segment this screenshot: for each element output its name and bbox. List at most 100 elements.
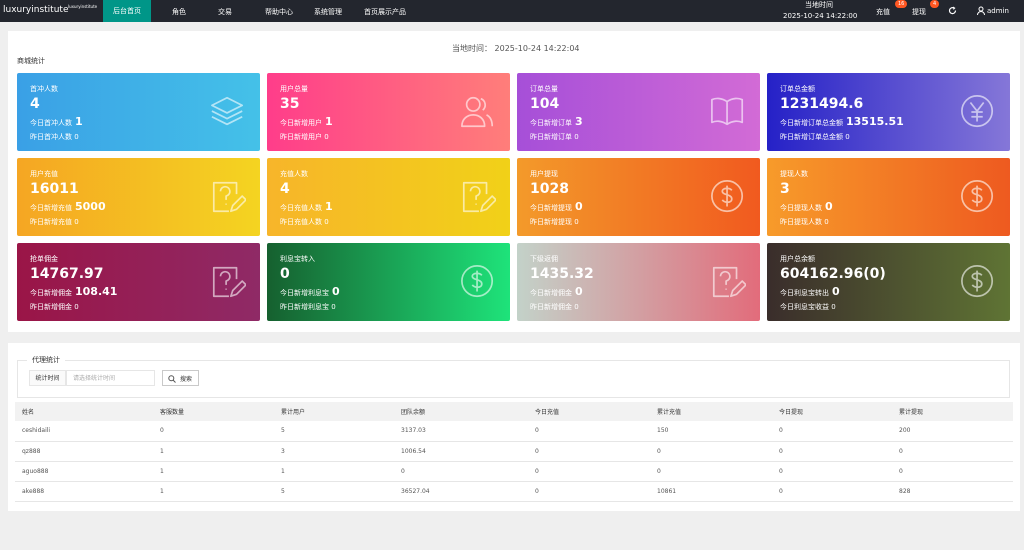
stat-card: 利息宝转入 0 今日新增利息宝 0 昨日新增利息宝 0 (267, 243, 510, 321)
column-header: 姓名 (15, 402, 153, 421)
card-value: 4 (280, 181, 290, 197)
table-cell: 1 (153, 441, 274, 462)
card-today: 今日提现人数 0 (780, 200, 833, 213)
card-value: 104 (530, 96, 560, 112)
stat-card: 首冲人数 4 今日首冲人数 1 昨日首冲人数 0 (17, 73, 260, 151)
card-icon (211, 96, 244, 126)
search-label: 搜索 (180, 376, 193, 383)
card-today: 今日新增用户 1 (280, 115, 333, 128)
filter-box (17, 360, 1010, 398)
stat-card: 用户总量 35 今日新增用户 1 昨日新增用户 0 (267, 73, 510, 151)
nav-item[interactable]: 系统管理 (314, 8, 342, 16)
table-cell: qz888 (15, 441, 153, 462)
stat-card: 下级返佣 1435.32 今日新增佣金 0 昨日新增佣金 0 (517, 243, 760, 321)
card-today-label: 今日新增充值 (30, 204, 72, 212)
column-header: 累计用户 (274, 402, 394, 421)
table-cell: 0 (772, 421, 892, 442)
time-value: 2025-10-24 14:22:00 (783, 12, 858, 20)
card-today-label: 今日新增佣金 (530, 289, 572, 297)
card-today: 今日新增充值 5000 (30, 200, 106, 213)
table-cell: aguo888 (15, 461, 153, 482)
card-today-value: 108.41 (75, 285, 118, 298)
card-today: 今日新增订单总金额 13515.51 (780, 115, 904, 128)
card-today: 今日首冲人数 1 (30, 115, 83, 128)
card-icon (461, 265, 494, 298)
card-yesterday: 昨日新增充值 0 (30, 218, 79, 226)
table-cell: 0 (528, 481, 650, 502)
brand-small: luxuryinstitute (68, 4, 98, 9)
card-title: 用户总量 (280, 85, 308, 93)
table-cell: 1 (153, 481, 274, 502)
card-yesterday: 昨日新增订单总金额 0 (780, 133, 850, 141)
nav-item[interactable]: 角色 (172, 8, 186, 16)
table-cell: 1006.54 (394, 441, 528, 462)
table-cell: 10861 (650, 481, 772, 502)
card-icon (961, 265, 994, 298)
card-title: 抢单佣金 (30, 255, 58, 263)
card-title: 提现人数 (780, 170, 808, 178)
stat-card: 用户充值 16011 今日新增充值 5000 昨日新增充值 0 (17, 158, 260, 236)
card-yesterday: 昨日充值人数 0 (280, 218, 329, 226)
date-input[interactable]: 请选择统计时间 (66, 370, 155, 386)
column-header: 客服数量 (153, 402, 274, 421)
card-today-label: 今日新增提现 (530, 204, 572, 212)
card-yesterday: 昨日新增佣金 0 (530, 303, 579, 311)
refresh-icon[interactable] (948, 6, 957, 15)
table-cell: 0 (772, 461, 892, 482)
stat-card: 抢单佣金 14767.97 今日新增佣金 108.41 昨日新增佣金 0 (17, 243, 260, 321)
table-cell: 0 (528, 421, 650, 442)
card-today: 今日新增利息宝 0 (280, 285, 340, 298)
local-time: 当地时间： 2025-10-24 14:22:04 (452, 44, 580, 53)
card-value: 16011 (30, 181, 79, 197)
table-row: ake888 1 5 36527.04 0 10861 0 828 (15, 481, 1013, 502)
table-cell: ake888 (15, 481, 153, 502)
time-label: 当地时间 (805, 1, 833, 9)
user-icon (977, 6, 985, 15)
card-title: 订单总金额 (780, 85, 815, 93)
card-today: 今日新增提现 0 (530, 200, 583, 213)
card-yesterday: 昨日新增提现 0 (530, 218, 579, 226)
search-button[interactable]: 搜索 (162, 370, 199, 386)
card-title: 用户提现 (530, 170, 558, 178)
card-yesterday: 昨日新增用户 0 (280, 133, 329, 141)
table-cell: 1 (153, 461, 274, 482)
nav-item[interactable]: 后台首页 (103, 0, 151, 22)
search-icon (168, 375, 176, 383)
table-cell: 150 (650, 421, 772, 442)
nav-item[interactable]: 首页展示产品 (364, 8, 406, 16)
column-header: 累计提现 (892, 402, 1013, 421)
card-yesterday: 昨日新增利息宝 0 (280, 303, 336, 311)
card-title: 用户充值 (30, 170, 58, 178)
card-title: 订单总量 (530, 85, 558, 93)
card-value: 604162.96(0) (780, 266, 886, 282)
column-header: 今日充值 (528, 402, 650, 421)
table-cell: 0 (892, 441, 1013, 462)
card-title: 下级返佣 (530, 255, 558, 263)
card-icon (961, 180, 994, 213)
card-today-label: 今日新增用户 (280, 119, 322, 127)
agent-table: 姓名 客服数量 累计用户 团队余额 今日充值 累计充值 今日提现 累计提现 ceshidaili… (15, 402, 1013, 502)
card-icon (961, 95, 994, 128)
withdraw-link[interactable]: 提现 (912, 8, 926, 16)
table-cell: 0 (892, 461, 1013, 482)
column-header: 累计充值 (650, 402, 772, 421)
card-today: 今日新增订单 3 (530, 115, 583, 128)
table-cell: ceshidaili (15, 421, 153, 442)
nav-item[interactable]: 交易 (218, 8, 232, 16)
card-icon (462, 181, 496, 213)
user-menu[interactable]: admin (987, 7, 1009, 15)
stat-card: 订单总量 104 今日新增订单 3 昨日新增订单 0 (517, 73, 760, 151)
brand[interactable]: luxuryinstitute (3, 5, 69, 15)
stat-card: 充值人数 4 今日充值人数 1 昨日充值人数 0 (267, 158, 510, 236)
recharge-link[interactable]: 充值 (876, 8, 890, 16)
card-title: 利息宝转入 (280, 255, 315, 263)
card-yesterday: 昨日首冲人数 0 (30, 133, 79, 141)
table-cell: 0 (528, 441, 650, 462)
card-yesterday: 今日利息宝收益 0 (780, 303, 836, 311)
card-icon (212, 266, 246, 298)
card-today: 今日新增佣金 0 (530, 285, 583, 298)
nav-item[interactable]: 帮助中心 (265, 8, 293, 16)
column-header: 今日提现 (772, 402, 892, 421)
stat-card: 提现人数 3 今日提现人数 0 昨日提现人数 0 (767, 158, 1010, 236)
